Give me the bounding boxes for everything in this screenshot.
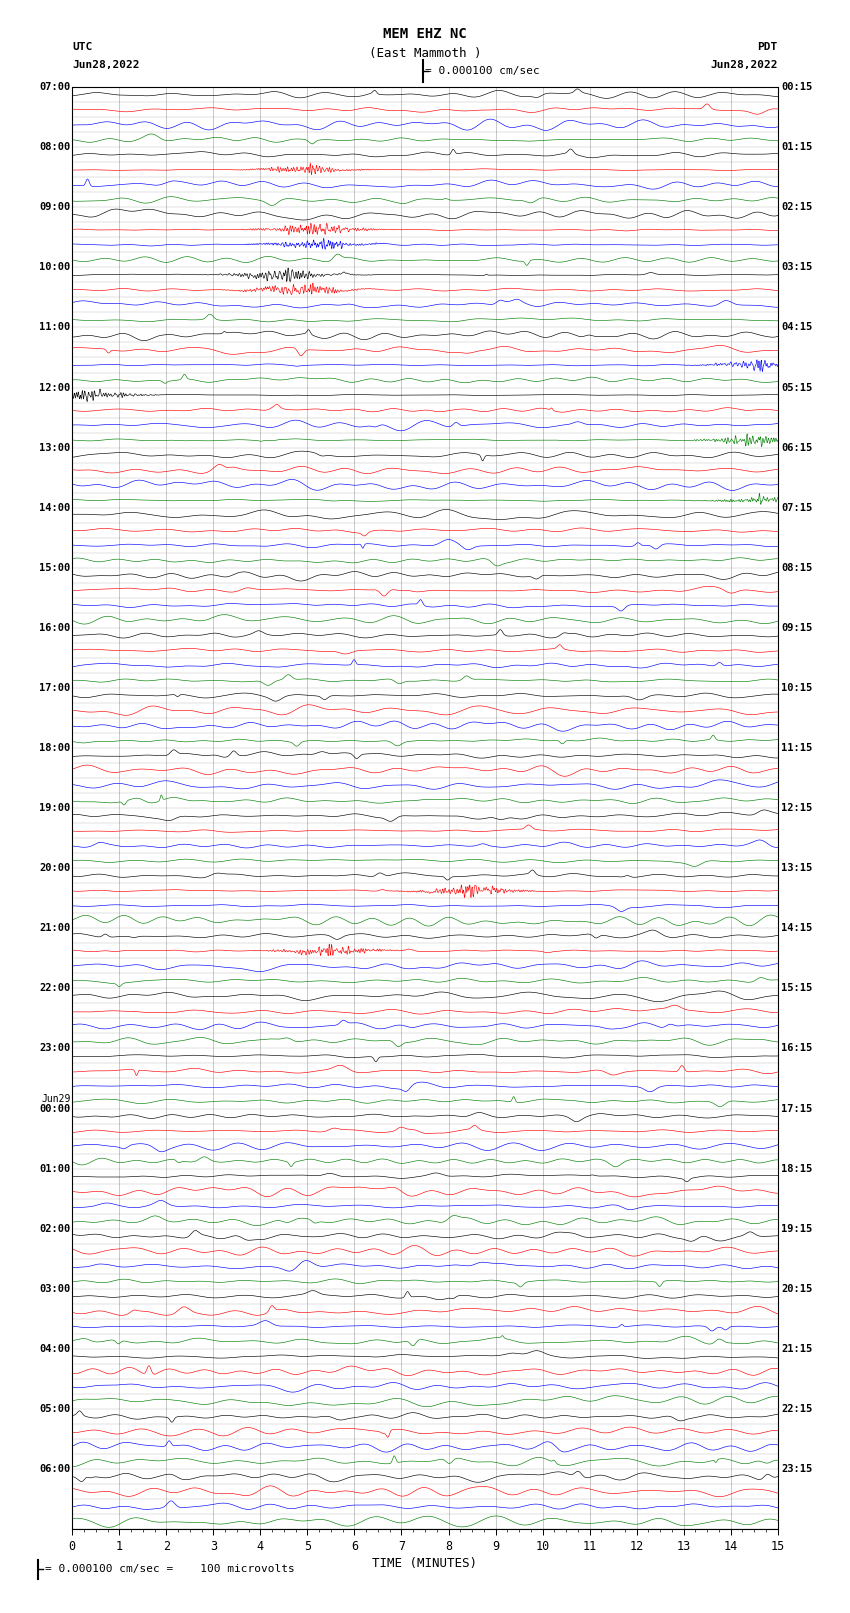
Text: 00:15: 00:15: [781, 82, 813, 92]
Text: 21:15: 21:15: [781, 1344, 813, 1353]
Text: PDT: PDT: [757, 42, 778, 52]
Text: 14:00: 14:00: [39, 503, 71, 513]
Text: 06:15: 06:15: [781, 442, 813, 453]
Text: 01:15: 01:15: [781, 142, 813, 152]
Text: = 0.000100 cm/sec: = 0.000100 cm/sec: [425, 66, 540, 76]
Text: 05:00: 05:00: [39, 1403, 71, 1415]
Text: Jun29: Jun29: [41, 1094, 71, 1103]
Text: 01:00: 01:00: [39, 1163, 71, 1174]
Text: 04:00: 04:00: [39, 1344, 71, 1353]
Text: 04:15: 04:15: [781, 323, 813, 332]
Text: (East Mammoth ): (East Mammoth ): [369, 47, 481, 60]
Text: 18:15: 18:15: [781, 1163, 813, 1174]
Text: Jun28,2022: Jun28,2022: [711, 60, 778, 69]
Text: 09:15: 09:15: [781, 623, 813, 632]
Text: 16:15: 16:15: [781, 1044, 813, 1053]
Text: UTC: UTC: [72, 42, 93, 52]
Text: 06:00: 06:00: [39, 1465, 71, 1474]
Text: 19:00: 19:00: [39, 803, 71, 813]
Text: 07:00: 07:00: [39, 82, 71, 92]
Text: 17:00: 17:00: [39, 682, 71, 694]
Text: 15:00: 15:00: [39, 563, 71, 573]
Text: 21:00: 21:00: [39, 923, 71, 934]
Text: 09:00: 09:00: [39, 202, 71, 213]
Text: 03:00: 03:00: [39, 1284, 71, 1294]
Text: 08:15: 08:15: [781, 563, 813, 573]
Text: 10:00: 10:00: [39, 263, 71, 273]
Text: Jun28,2022: Jun28,2022: [72, 60, 139, 69]
Text: 12:15: 12:15: [781, 803, 813, 813]
Text: 11:00: 11:00: [39, 323, 71, 332]
Text: 05:15: 05:15: [781, 382, 813, 392]
Text: 13:00: 13:00: [39, 442, 71, 453]
Text: 13:15: 13:15: [781, 863, 813, 873]
Text: 07:15: 07:15: [781, 503, 813, 513]
Text: 20:00: 20:00: [39, 863, 71, 873]
Text: 23:15: 23:15: [781, 1465, 813, 1474]
Text: 03:15: 03:15: [781, 263, 813, 273]
Text: 08:00: 08:00: [39, 142, 71, 152]
Text: 17:15: 17:15: [781, 1103, 813, 1113]
X-axis label: TIME (MINUTES): TIME (MINUTES): [372, 1557, 478, 1569]
Text: 00:00: 00:00: [39, 1103, 71, 1113]
Text: 12:00: 12:00: [39, 382, 71, 392]
Text: MEM EHZ NC: MEM EHZ NC: [383, 27, 467, 40]
Text: 11:15: 11:15: [781, 744, 813, 753]
Text: 20:15: 20:15: [781, 1284, 813, 1294]
Text: 02:15: 02:15: [781, 202, 813, 213]
Text: 16:00: 16:00: [39, 623, 71, 632]
Text: 23:00: 23:00: [39, 1044, 71, 1053]
Text: 19:15: 19:15: [781, 1224, 813, 1234]
Text: 10:15: 10:15: [781, 682, 813, 694]
Text: 15:15: 15:15: [781, 984, 813, 994]
Text: 22:00: 22:00: [39, 984, 71, 994]
Text: 22:15: 22:15: [781, 1403, 813, 1415]
Text: = 0.000100 cm/sec =    100 microvolts: = 0.000100 cm/sec = 100 microvolts: [45, 1565, 295, 1574]
Text: 14:15: 14:15: [781, 923, 813, 934]
Text: 18:00: 18:00: [39, 744, 71, 753]
Text: 02:00: 02:00: [39, 1224, 71, 1234]
